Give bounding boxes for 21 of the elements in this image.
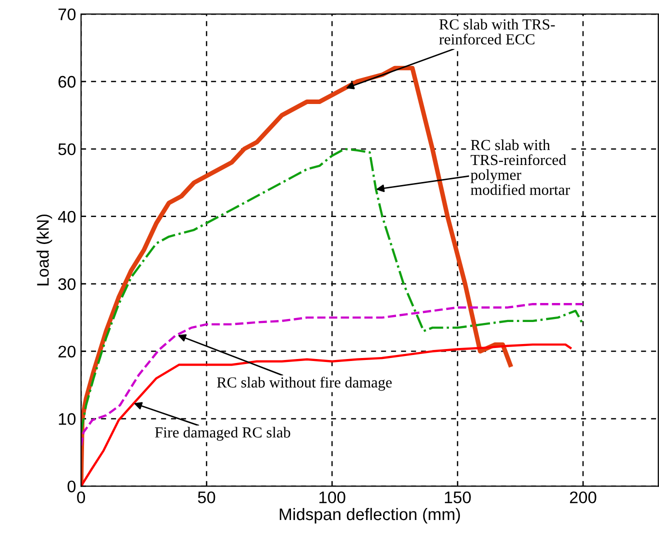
annotation: Fire damaged RC slab bbox=[155, 426, 290, 441]
x-axis-title: Midspan deflection (mm) bbox=[280, 508, 460, 524]
y-tick-label: 60 bbox=[58, 76, 76, 88]
line-series bbox=[81, 343, 572, 486]
annotation: RC slab with TRS- reinforced ECC bbox=[439, 18, 555, 44]
x-tick-label: 50 bbox=[198, 491, 216, 504]
annotation: RC slab with TRS-reinforced polymer modified mortar bbox=[470, 139, 570, 195]
x-tick-label: 100 bbox=[319, 491, 346, 504]
annotation: RC slab without fire damage bbox=[217, 376, 392, 391]
y-tick-label: 50 bbox=[58, 143, 76, 156]
y-tick-label: 0 bbox=[68, 480, 76, 492]
y-tick-label: 20 bbox=[58, 346, 76, 358]
x-tick-label: 200 bbox=[570, 491, 596, 504]
x-tick-label: 150 bbox=[444, 491, 471, 504]
y-tick-label: 10 bbox=[58, 413, 76, 425]
y-tick-label: 70 bbox=[58, 8, 76, 20]
y-axis-title: Load (kN) bbox=[36, 214, 52, 286]
line-series bbox=[81, 302, 584, 447]
y-tick-label: 40 bbox=[58, 210, 76, 223]
y-tick-label: 30 bbox=[58, 278, 76, 290]
x-tick-label: 0 bbox=[77, 491, 86, 504]
